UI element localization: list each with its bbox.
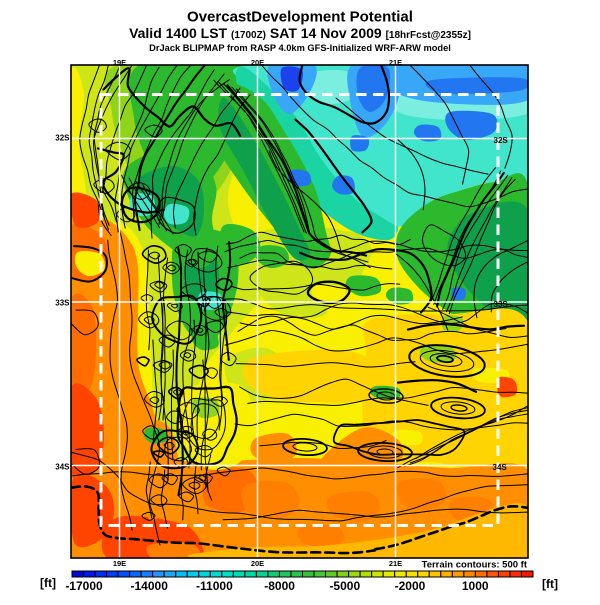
svg-text:Valid 1400 LST (1700Z) SAT 14: Valid 1400 LST (1700Z) SAT 14 Nov 2009 […: [129, 25, 471, 41]
svg-text:-2000: -2000: [395, 579, 426, 593]
svg-text:21E: 21E: [389, 58, 402, 67]
svg-text:34S: 34S: [493, 463, 508, 472]
svg-text:OvercastDevelopment Potential: OvercastDevelopment Potential: [187, 9, 413, 26]
svg-text:-17000: -17000: [65, 579, 103, 593]
svg-text:-8000: -8000: [264, 579, 295, 593]
svg-text:20E: 20E: [251, 58, 264, 67]
svg-text:-14000: -14000: [131, 579, 169, 593]
svg-text:32S: 32S: [55, 134, 70, 143]
svg-text:20E: 20E: [251, 559, 264, 568]
svg-text:19E: 19E: [113, 559, 126, 568]
svg-text:33S: 33S: [494, 300, 509, 309]
svg-text:21E: 21E: [389, 559, 402, 568]
svg-text:19E: 19E: [113, 58, 126, 67]
svg-text:[ft]: [ft]: [40, 576, 56, 590]
svg-text:-5000: -5000: [329, 579, 360, 593]
svg-text:33S: 33S: [55, 299, 70, 308]
svg-text:-11000: -11000: [196, 579, 233, 593]
svg-text:1000: 1000: [462, 579, 489, 593]
svg-text:Terrain contours: 500 ft: Terrain contours: 500 ft: [422, 560, 528, 571]
svg-text:[ft]: [ft]: [542, 577, 558, 591]
svg-text:32S: 32S: [494, 136, 509, 145]
svg-text:34S: 34S: [55, 463, 70, 472]
svg-text:DrJack BLIPMAP from RASP 4.0km: DrJack BLIPMAP from RASP 4.0km GFS-Initi…: [149, 43, 451, 53]
